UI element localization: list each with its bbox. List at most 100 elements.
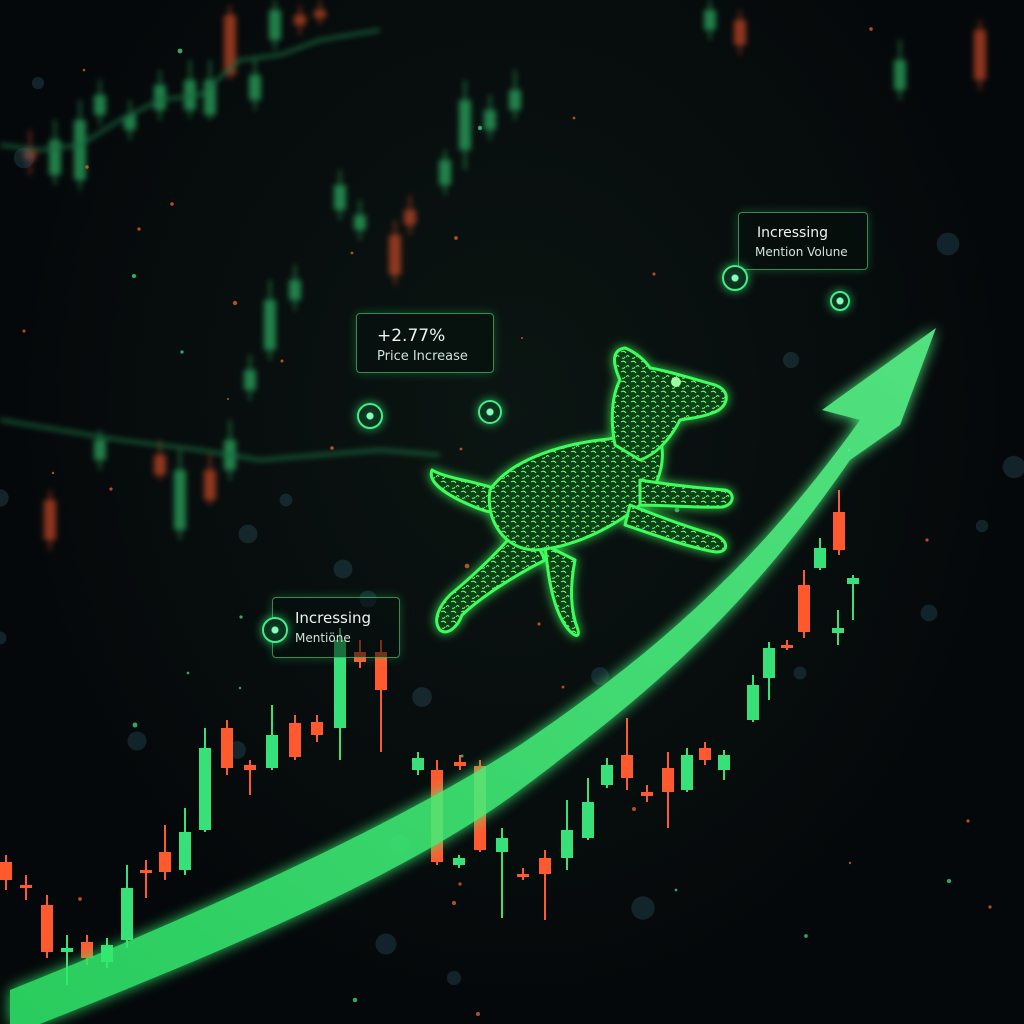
chart-candle — [763, 642, 775, 700]
chart-candle — [140, 860, 152, 898]
bokeh-circle — [333, 559, 353, 579]
spark-particle — [652, 272, 656, 276]
background-candle — [249, 60, 261, 110]
bokeh-circle — [1002, 455, 1024, 479]
bokeh-circle — [412, 687, 432, 707]
spark-particle — [988, 905, 992, 909]
chart-candle — [539, 850, 551, 920]
chart-candle — [847, 575, 859, 620]
background-candle — [894, 40, 906, 100]
spark-particle — [674, 888, 678, 892]
chart-candle — [266, 705, 278, 770]
chart-candle — [699, 742, 711, 765]
bokeh-circle — [591, 667, 609, 685]
spark-particle — [674, 507, 680, 513]
background-candle — [289, 265, 301, 310]
background-candle — [204, 455, 216, 505]
chart-candle — [621, 718, 633, 790]
bokeh-circle — [920, 604, 938, 622]
chart-candle — [601, 758, 613, 788]
background-candle — [314, 0, 326, 25]
data-node-icon — [262, 617, 288, 643]
spark-particle — [132, 722, 138, 728]
background-candle — [704, 0, 716, 40]
spark-particle — [966, 819, 970, 823]
chart-candle — [412, 752, 424, 775]
mention-volume-callout-right: Incressing Mention Volune — [738, 212, 868, 270]
background-candle — [734, 10, 746, 55]
background-candle — [124, 100, 136, 140]
chart-candle — [221, 720, 233, 775]
dog-eye — [671, 377, 681, 387]
chart-candle — [641, 785, 653, 802]
bokeh-circle — [631, 896, 655, 920]
background-candle — [389, 220, 401, 285]
spark-particle — [239, 615, 243, 619]
bokeh-circle — [446, 970, 462, 986]
chart-candle — [454, 755, 466, 770]
spark-particle — [477, 125, 483, 131]
chart-candle — [244, 760, 256, 795]
spark-particle — [350, 251, 354, 255]
chart-candle — [199, 728, 211, 832]
spark-particle — [537, 622, 541, 626]
background-candle — [484, 95, 496, 140]
spark-particle — [186, 671, 190, 675]
spark-particle — [458, 882, 462, 886]
background-candle — [94, 80, 106, 125]
background-candle — [294, 5, 306, 35]
chart-candle — [289, 715, 301, 760]
spark-particle — [572, 116, 576, 120]
background-trend-line — [0, 28, 381, 152]
spark-particle — [232, 300, 238, 306]
spark-particle — [131, 273, 137, 279]
spark-particle — [352, 997, 358, 1003]
dog-back-leg-2 — [543, 543, 580, 637]
spark-particle — [78, 897, 82, 901]
background-candle — [334, 170, 346, 220]
bokeh-circle — [782, 351, 800, 369]
bokeh-circle — [0, 489, 9, 507]
chart-candle — [121, 865, 133, 948]
spark-particle — [459, 447, 463, 451]
mention-callout-label: Mentiöne — [295, 631, 351, 645]
spark-particle — [238, 686, 242, 690]
price-increase-callout: +2.77% Price Increase — [356, 313, 494, 373]
chart-candle — [718, 750, 730, 780]
chart-candle — [798, 570, 810, 638]
spark-particle — [85, 165, 89, 169]
chart-candle — [453, 855, 465, 868]
chart-candle — [814, 538, 826, 570]
dog-head — [610, 346, 728, 462]
spark-particle — [82, 68, 86, 72]
background-candle — [44, 490, 56, 550]
bokeh-circle — [13, 147, 35, 169]
background-candle — [509, 70, 521, 120]
bokeh-circle — [936, 232, 960, 256]
spark-particle — [848, 861, 852, 865]
chart-candle — [582, 778, 594, 840]
background-candle — [354, 200, 366, 240]
spark-particle — [460, 754, 464, 758]
bokeh-circle — [238, 524, 258, 544]
background-candle — [24, 130, 36, 175]
spark-particle — [226, 397, 230, 401]
bokeh-circle — [279, 493, 293, 507]
chart-candle — [179, 808, 191, 875]
chart-candle — [681, 748, 693, 792]
bokeh-circle — [375, 933, 397, 955]
chart-candle — [20, 875, 32, 900]
mention-callout-label: Mention Volune — [755, 245, 848, 259]
background-candle — [269, 0, 281, 50]
spark-particle — [180, 350, 184, 354]
spark-particle — [869, 27, 873, 31]
bokeh-circle — [0, 631, 7, 645]
bokeh-circle — [127, 731, 147, 751]
price-change-value: +2.77% — [377, 326, 446, 346]
chart-candle — [561, 800, 573, 870]
